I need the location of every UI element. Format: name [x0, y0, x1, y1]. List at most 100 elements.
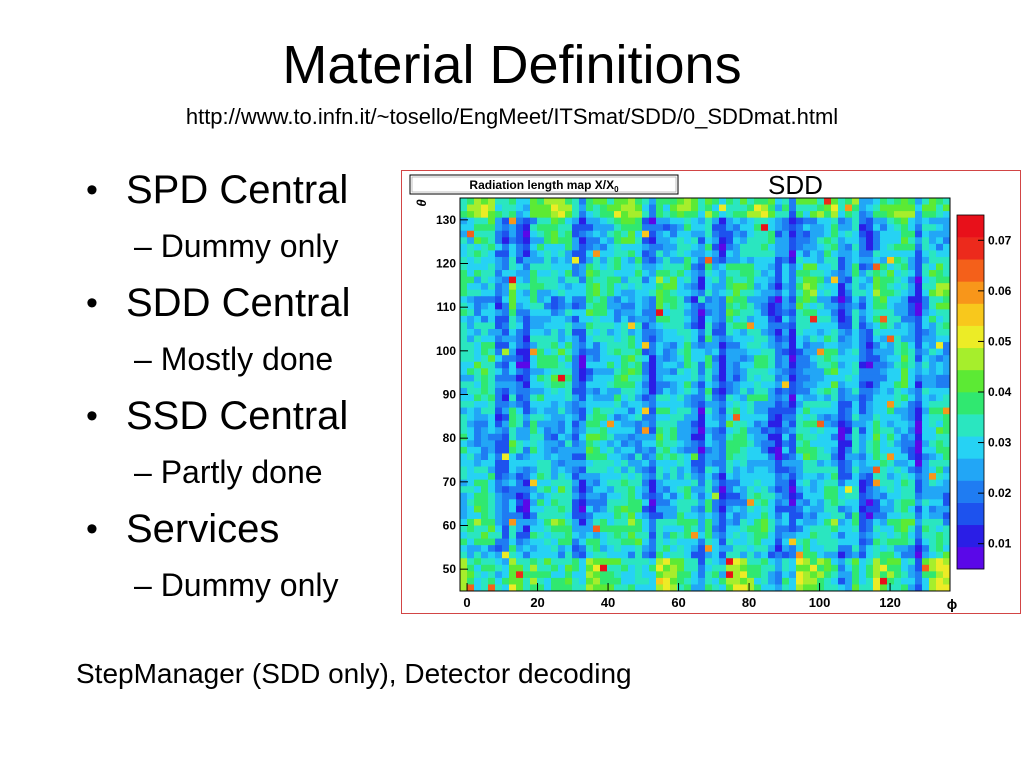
- heatmap-cell: [502, 486, 510, 494]
- heatmap-cell: [782, 374, 790, 382]
- heatmap-cell: [509, 250, 517, 258]
- heatmap-cell: [824, 427, 832, 435]
- heatmap-cell: [551, 558, 559, 566]
- heatmap-cell: [915, 374, 923, 382]
- heatmap-cell: [922, 505, 930, 513]
- heatmap-cell: [670, 433, 678, 441]
- heatmap-cell: [782, 420, 790, 428]
- heatmap-cell: [572, 518, 580, 526]
- heatmap-cell: [467, 283, 475, 291]
- heatmap-cell: [551, 532, 559, 539]
- heatmap-cell: [859, 518, 867, 526]
- heatmap-cell: [663, 289, 671, 297]
- heatmap-cell: [845, 420, 853, 428]
- heatmap-cell: [908, 407, 916, 415]
- heatmap-cell: [621, 466, 629, 474]
- heatmap-cell: [600, 289, 608, 297]
- heatmap-cell: [817, 211, 825, 219]
- heatmap-cell: [530, 584, 538, 592]
- heatmap-cell: [698, 407, 706, 415]
- heatmap-canvas: Radiation length map X/X0 θ ϕ 0 20 40 60 80 1…: [409, 174, 1012, 612]
- heatmap-cell: [740, 571, 748, 579]
- heatmap-cell: [586, 420, 594, 428]
- heatmap-cell: [810, 204, 818, 212]
- heatmap-cell: [642, 571, 650, 579]
- heatmap-cell: [530, 243, 538, 251]
- heatmap-cell: [831, 329, 839, 336]
- heatmap-cell: [852, 479, 860, 487]
- source-url[interactable]: http://www.to.infn.it/~tosello/EngMeet/I…: [185, 104, 839, 129]
- heatmap-cell: [782, 289, 790, 297]
- heatmap-cell: [621, 355, 629, 363]
- heatmap-cell: [922, 479, 930, 487]
- heatmap-cell: [474, 198, 482, 205]
- heatmap-cell: [628, 309, 636, 317]
- heatmap-cell: [621, 545, 629, 553]
- heatmap-cell: [845, 499, 853, 507]
- heatmap-cell: [691, 256, 699, 264]
- heatmap-cell: [586, 198, 594, 205]
- heatmap-cell: [810, 355, 818, 363]
- heatmap-cell: [929, 518, 937, 526]
- heatmap-cell: [754, 551, 762, 559]
- heatmap-cell: [768, 584, 776, 592]
- heatmap-cell: [852, 211, 860, 219]
- heatmap-cell: [852, 243, 860, 251]
- heatmap-cell: [789, 315, 797, 323]
- heatmap-cell: [817, 355, 825, 363]
- bullet-label: SPD Central: [126, 168, 349, 212]
- heatmap-cell: [936, 427, 944, 435]
- heatmap-cell: [614, 499, 622, 507]
- heatmap-cell: [614, 237, 622, 245]
- heatmap-cell: [558, 571, 566, 579]
- heatmap-cell: [894, 309, 902, 317]
- heatmap-cell: [712, 198, 720, 205]
- heatmap-cell: [551, 302, 559, 310]
- heatmap-cell: [775, 486, 783, 494]
- heatmap-cell: [740, 276, 748, 284]
- heatmap-cell: [488, 387, 496, 395]
- heatmap-cell: [747, 518, 755, 526]
- heatmap-cell: [705, 302, 713, 310]
- heatmap-cell: [467, 230, 475, 238]
- heatmap-cell: [537, 584, 545, 592]
- heatmap-cell: [761, 276, 769, 284]
- heatmap-cell: [908, 309, 916, 317]
- heatmap-cell: [894, 329, 902, 336]
- heatmap-cell: [530, 407, 538, 415]
- heatmap-cell: [915, 309, 923, 317]
- heatmap-cell: [565, 302, 573, 310]
- heatmap-cell: [467, 270, 475, 277]
- heatmap-cell: [502, 414, 510, 422]
- heatmap-cell: [558, 512, 566, 520]
- heatmap-cell: [670, 381, 678, 389]
- heatmap-cell: [523, 545, 531, 553]
- heatmap-cell: [754, 204, 762, 212]
- heatmap-cell: [845, 374, 853, 382]
- heatmap-cell: [768, 361, 776, 369]
- heatmap-cell: [586, 512, 594, 520]
- heatmap-cell: [943, 466, 951, 474]
- heatmap-cell: [908, 243, 916, 251]
- heatmap-cell: [733, 577, 741, 585]
- heatmap-cell: [614, 401, 622, 408]
- heatmap-cell: [593, 420, 601, 428]
- heatmap-cell: [691, 551, 699, 559]
- heatmap-cell: [537, 204, 545, 212]
- heatmap-cell: [593, 329, 601, 336]
- heatmap-cell: [614, 329, 622, 336]
- heatmap-cell: [474, 224, 482, 232]
- heatmap-cell: [908, 545, 916, 553]
- heatmap-cell: [761, 532, 769, 539]
- heatmap-cell: [887, 414, 895, 422]
- heatmap-cell: [663, 217, 671, 225]
- heatmap-cell: [586, 551, 594, 559]
- heatmap-cell: [901, 368, 909, 376]
- heatmap-cell: [705, 505, 713, 513]
- heatmap-cell: [474, 204, 482, 212]
- heatmap-cell: [838, 309, 846, 317]
- heatmap-cell: [628, 414, 636, 422]
- heatmap-cell: [929, 564, 937, 572]
- heatmap-cell: [684, 374, 692, 382]
- heatmap-cell: [656, 243, 664, 251]
